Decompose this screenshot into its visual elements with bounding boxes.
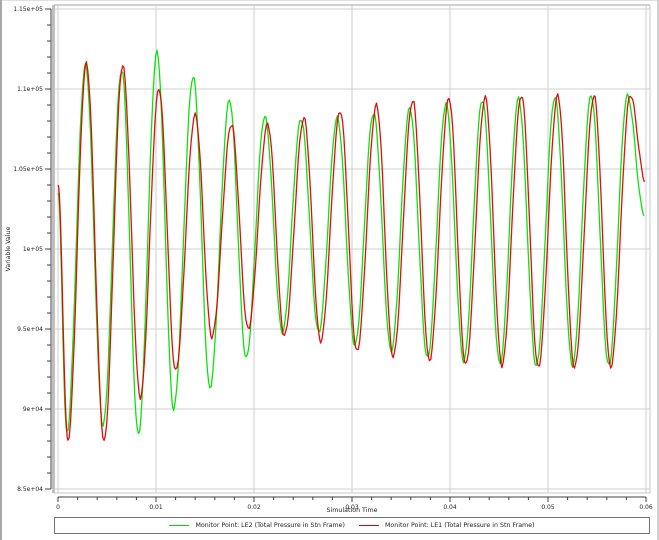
window-left-edge (0, 0, 2, 540)
x-axis-title: Simulation Time (327, 507, 378, 514)
window-top-edge (0, 0, 659, 1)
legend-label: Monitor Point: LE1 (Total Pressure in St… (385, 522, 535, 529)
chart-legend: Monitor Point: LE2 (Total Pressure in St… (54, 517, 650, 534)
legend-label: Monitor Point: LE2 (Total Pressure in St… (195, 522, 345, 529)
svg-text:1.15e+05: 1.15e+05 (13, 6, 43, 13)
window-scrollbar[interactable] (657, 0, 659, 540)
svg-text:0.06: 0.06 (639, 504, 653, 511)
line-chart: 8.5e+04 9e+04 9.5e+04 1e+05 1.05e+05 1.1e+05 1… (5, 4, 653, 514)
svg-text:1.05e+05: 1.05e+05 (13, 166, 43, 173)
legend-item-le2[interactable]: Monitor Point: LE2 (Total Pressure in St… (169, 522, 345, 529)
svg-text:9.5e+04: 9.5e+04 (17, 326, 43, 333)
svg-text:0: 0 (56, 504, 60, 511)
svg-text:0.05: 0.05 (541, 504, 555, 511)
y-axis-title: Variable Value (5, 226, 12, 271)
svg-text:9e+04: 9e+04 (23, 406, 43, 413)
svg-text:0.01: 0.01 (149, 504, 163, 511)
svg-text:1e+05: 1e+05 (23, 246, 43, 253)
grid-lines (52, 4, 651, 494)
legend-item-le1[interactable]: Monitor Point: LE1 (Total Pressure in St… (359, 522, 535, 529)
svg-text:1.1e+05: 1.1e+05 (17, 86, 43, 93)
axes: 8.5e+04 9e+04 9.5e+04 1e+05 1.05e+05 1.1e+05 1… (13, 6, 653, 511)
legend-swatch-green (169, 524, 190, 527)
svg-text:0.04: 0.04 (443, 504, 457, 511)
svg-text:0.02: 0.02 (247, 504, 261, 511)
legend-swatch-red (359, 524, 379, 527)
svg-text:0.03: 0.03 (345, 504, 359, 511)
data-series (57, 49, 646, 442)
svg-text:8.5e+04: 8.5e+04 (17, 486, 43, 493)
